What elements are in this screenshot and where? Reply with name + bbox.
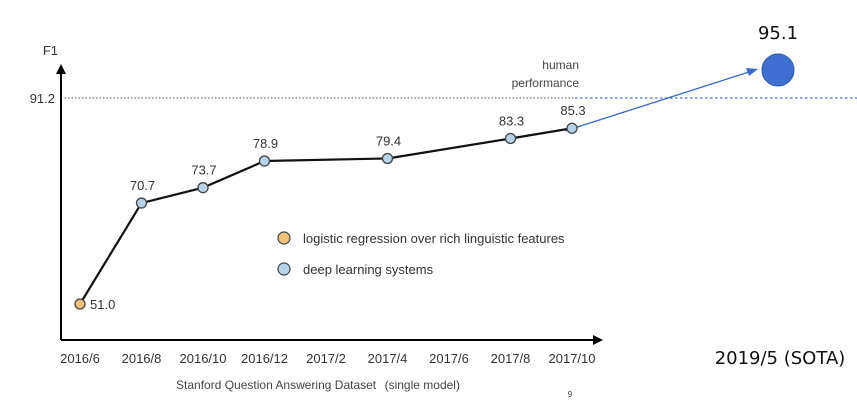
sota-point — [761, 53, 795, 87]
data-point — [566, 122, 578, 134]
page-number: 9 — [568, 390, 573, 399]
x-axis-title-note: (single model) — [385, 378, 460, 392]
x-tick-label: 2017/4 — [368, 351, 408, 366]
data-label: 70.7 — [130, 178, 155, 193]
sota-arrow — [564, 70, 753, 132]
x-axis-arrow — [593, 335, 603, 345]
x-tick-label: 2016/6 — [60, 351, 100, 366]
sota-arrowhead — [746, 68, 758, 76]
x-tick-label: 2017/10 — [549, 351, 596, 366]
data-point — [381, 152, 394, 165]
x-tick-label: 2016/10 — [180, 351, 227, 366]
x-tick-label: 2017/8 — [491, 351, 531, 366]
x-axis-title-main: Stanford Question Answering Dataset — [176, 378, 377, 392]
data-point — [74, 298, 86, 310]
human-text-line2: performance — [512, 76, 580, 90]
sota-date-label: 2019/5 (SOTA) — [715, 348, 846, 369]
x-axis-title: Stanford Question Answering Dataset (sin… — [176, 376, 460, 393]
x-tick-label: 2017/2 — [306, 351, 346, 366]
data-point — [197, 182, 209, 194]
series-line — [79, 127, 573, 305]
y-axis-label: F1 — [43, 43, 58, 58]
data-label: 83.3 — [499, 113, 524, 128]
data-label: 51.0 — [90, 297, 115, 312]
legend-label-logistic: logistic regression over rich linguistic… — [303, 231, 565, 246]
human-value-label: 91.2 — [30, 91, 55, 106]
y-axis-arrow — [56, 64, 66, 74]
legend-marker-deep — [277, 262, 291, 276]
x-tick-label: 2017/6 — [429, 351, 469, 366]
data-point — [258, 155, 271, 167]
data-label: 85.3 — [560, 103, 585, 118]
human-text-line1: human — [542, 58, 579, 72]
legend-marker-logistic — [277, 231, 291, 245]
data-point — [135, 197, 148, 209]
sota-value-label: 95.1 — [758, 23, 798, 44]
data-label: 79.4 — [376, 133, 401, 148]
x-tick-label: 2016/12 — [241, 351, 288, 366]
x-tick-label: 2016/8 — [122, 351, 162, 366]
data-label: 73.7 — [191, 163, 216, 178]
legend-label-deep: deep learning systems — [303, 262, 434, 277]
data-label: 78.9 — [253, 136, 278, 151]
data-point — [504, 132, 517, 145]
